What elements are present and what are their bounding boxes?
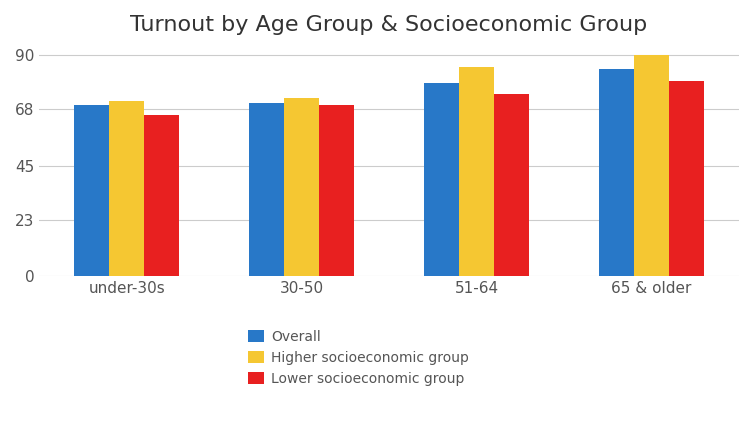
Bar: [249, 103, 284, 276]
Bar: [319, 106, 354, 276]
Bar: [669, 81, 704, 276]
Bar: [599, 69, 634, 276]
Bar: [109, 100, 144, 276]
Bar: [144, 115, 179, 276]
Title: Turnout by Age Group & Socioeconomic Group: Turnout by Age Group & Socioeconomic Gro…: [130, 15, 648, 35]
Legend: Overall, Higher socioeconomic group, Lower socioeconomic group: Overall, Higher socioeconomic group, Low…: [242, 324, 475, 391]
Bar: [74, 106, 109, 276]
Bar: [494, 95, 529, 276]
Bar: [459, 67, 494, 276]
Bar: [284, 98, 319, 276]
Bar: [424, 83, 459, 276]
Bar: [634, 55, 669, 276]
